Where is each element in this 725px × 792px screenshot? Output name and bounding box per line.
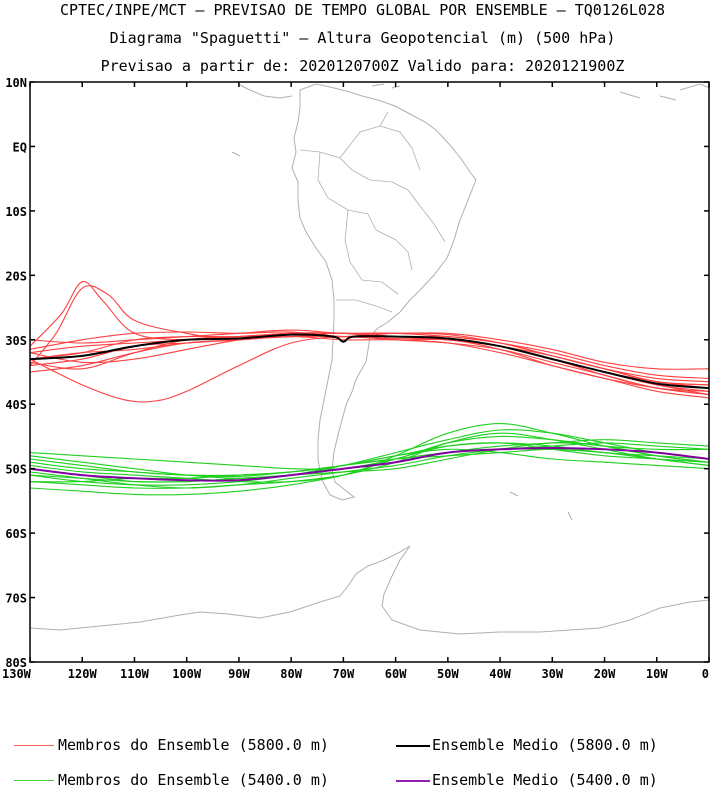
member-5800-line-2 [29, 335, 710, 396]
ensemble-mean-5800-line [29, 333, 710, 390]
lon-tick-label: 70W [333, 667, 355, 681]
lon-tick-label: 130W [2, 667, 32, 681]
country-borders [299, 111, 446, 313]
lon-tick-label: 110W [120, 667, 150, 681]
lon-tick-label: 80W [280, 667, 302, 681]
lon-tick-label: 30W [541, 667, 563, 681]
legend-swatch-mean-5800 [396, 745, 430, 747]
coastline-central-america [237, 83, 401, 99]
ensemble-mean-5400-line [29, 446, 710, 482]
member-5800-line-8 [29, 329, 710, 370]
legend-label-mean-5800: Ensemble Medio (5800.0 m) [432, 736, 658, 754]
lat-tick-label: 10S [5, 205, 27, 219]
chart-title-line-3: Previsao a partir de: 2020120700Z Valido… [100, 57, 625, 75]
legend-label-members-5800: Membros do Ensemble (5800.0 m) [58, 736, 329, 754]
chart-title-line-2: Diagrama "Spaguetti" – Altura Geopotenci… [109, 29, 616, 47]
lat-tick-label: 20S [5, 269, 27, 283]
lon-tick-label: 60W [385, 667, 407, 681]
plot-border [29, 81, 710, 663]
coastline-antarctica [29, 545, 711, 635]
legend-label-mean-5400: Ensemble Medio (5400.0 m) [432, 771, 658, 789]
legend-swatch-members-5400 [14, 780, 54, 781]
member-5400-line-6 [29, 429, 710, 483]
legend-label-members-5400: Membros do Ensemble (5400.0 m) [58, 771, 329, 789]
lat-tick-label: 10N [5, 76, 27, 90]
lat-tick-label: 40S [5, 398, 27, 412]
lon-tick-label: 20W [594, 667, 616, 681]
coastline-south-america [291, 83, 477, 501]
lat-tick-label: 30S [5, 334, 27, 348]
lat-tick-label: EQ [13, 140, 27, 154]
lat-tick-label: 50S [5, 463, 27, 477]
lon-tick-label: 0 [702, 667, 709, 681]
legend-swatch-members-5800 [14, 745, 54, 746]
member-5800-line-12 [29, 335, 710, 389]
member-5400-line-12 [29, 448, 710, 478]
lat-tick-label: 80S [5, 656, 27, 670]
members-5400-layer [29, 423, 710, 496]
lon-tick-label: 10W [646, 667, 668, 681]
lat-tick-label: 70S [5, 592, 27, 606]
lat-tick-label: 60S [5, 527, 27, 541]
islands [231, 83, 711, 521]
lon-tick-label: 100W [172, 667, 202, 681]
member-5400-line-4 [29, 442, 710, 496]
lon-tick-label: 40W [489, 667, 511, 681]
lon-tick-label: 90W [228, 667, 250, 681]
lon-tick-label: 120W [68, 667, 98, 681]
coastline-layer [29, 83, 711, 635]
ensemble-mean-layer [29, 333, 710, 482]
chart-title-line-1: CPTEC/INPE/MCT – PREVISAO DE TEMPO GLOBA… [59, 1, 666, 19]
lon-tick-label: 50W [437, 667, 459, 681]
legend-swatch-mean-5400 [396, 780, 430, 782]
